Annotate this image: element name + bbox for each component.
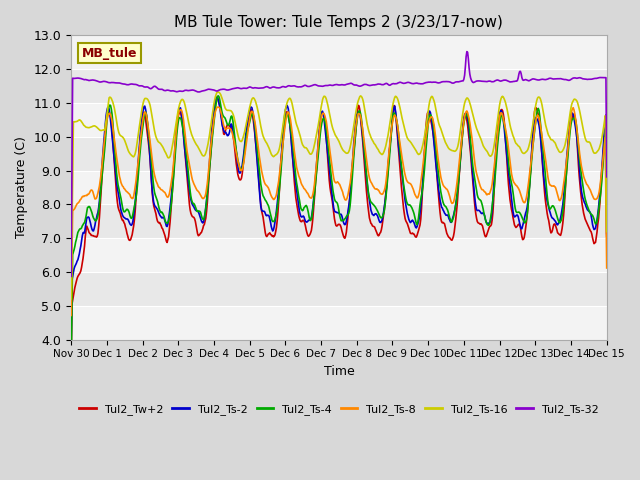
Legend: Tul2_Tw+2, Tul2_Ts-2, Tul2_Ts-4, Tul2_Ts-8, Tul2_Ts-16, Tul2_Ts-32: Tul2_Tw+2, Tul2_Ts-2, Tul2_Ts-4, Tul2_Ts… — [75, 400, 603, 420]
Bar — [71, 36, 607, 69]
Bar — [71, 103, 607, 137]
X-axis label: Time: Time — [324, 365, 355, 378]
Text: MB_tule: MB_tule — [82, 47, 138, 60]
Bar — [71, 306, 607, 339]
Bar — [71, 238, 607, 272]
Y-axis label: Temperature (C): Temperature (C) — [15, 136, 28, 239]
Title: MB Tule Tower: Tule Temps 2 (3/23/17-now): MB Tule Tower: Tule Temps 2 (3/23/17-now… — [175, 15, 503, 30]
Bar — [71, 170, 607, 204]
